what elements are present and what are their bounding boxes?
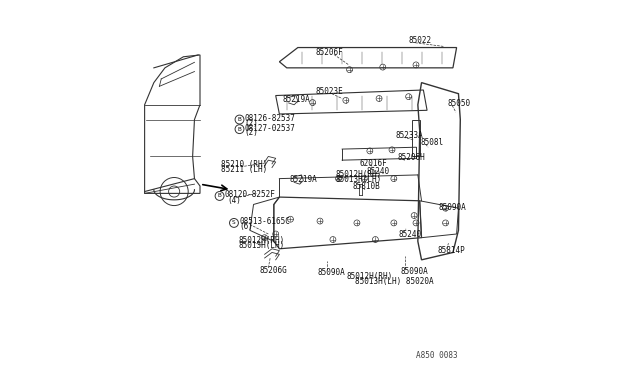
Text: 85050: 85050 bbox=[447, 99, 470, 108]
Text: 62016F: 62016F bbox=[360, 158, 388, 168]
Text: 08126-82537: 08126-82537 bbox=[244, 114, 296, 123]
Text: (2): (2) bbox=[244, 128, 259, 137]
Text: 85240: 85240 bbox=[366, 167, 389, 176]
Text: (4): (4) bbox=[227, 196, 241, 205]
Text: 08120-8252F: 08120-8252F bbox=[225, 190, 276, 199]
Text: 85012H(RH): 85012H(RH) bbox=[336, 170, 382, 179]
Text: 85013H(LH): 85013H(LH) bbox=[336, 175, 382, 184]
Text: 85012H(RH): 85012H(RH) bbox=[347, 272, 393, 280]
Text: 85810B: 85810B bbox=[352, 182, 380, 191]
Text: 85210 (RH): 85210 (RH) bbox=[221, 160, 268, 169]
Text: 85206G: 85206G bbox=[259, 266, 287, 275]
Text: B: B bbox=[237, 126, 241, 132]
Text: S: S bbox=[232, 221, 236, 225]
Text: 85013H(LH): 85013H(LH) bbox=[239, 241, 285, 250]
Text: 85206H: 85206H bbox=[397, 153, 426, 162]
Text: 85012H(RH): 85012H(RH) bbox=[239, 236, 285, 245]
Text: 08513-6165C: 08513-6165C bbox=[239, 217, 290, 226]
Text: 85240: 85240 bbox=[399, 230, 422, 239]
Text: 85211 (LH): 85211 (LH) bbox=[221, 165, 268, 174]
Text: B: B bbox=[218, 193, 221, 199]
Text: 85023E: 85023E bbox=[316, 87, 343, 96]
Text: 85022: 85022 bbox=[408, 36, 432, 45]
Text: B: B bbox=[237, 117, 241, 122]
Text: 85090A: 85090A bbox=[439, 202, 467, 212]
Text: 85219A: 85219A bbox=[290, 175, 317, 184]
Text: A850 0083: A850 0083 bbox=[416, 350, 458, 360]
Text: 85090A: 85090A bbox=[318, 268, 346, 277]
Text: 85013H(LH) 85020A: 85013H(LH) 85020A bbox=[355, 277, 434, 286]
Text: 85814P: 85814P bbox=[437, 246, 465, 255]
Text: 8508l: 8508l bbox=[420, 138, 444, 147]
Text: 85219A: 85219A bbox=[282, 95, 310, 104]
Text: (2): (2) bbox=[244, 119, 259, 128]
Text: 08127-02537: 08127-02537 bbox=[244, 124, 296, 132]
Text: 85090A: 85090A bbox=[400, 267, 428, 276]
Text: 85233A: 85233A bbox=[396, 131, 424, 140]
Text: (6): (6) bbox=[239, 222, 253, 231]
Text: 85206F: 85206F bbox=[316, 48, 343, 57]
